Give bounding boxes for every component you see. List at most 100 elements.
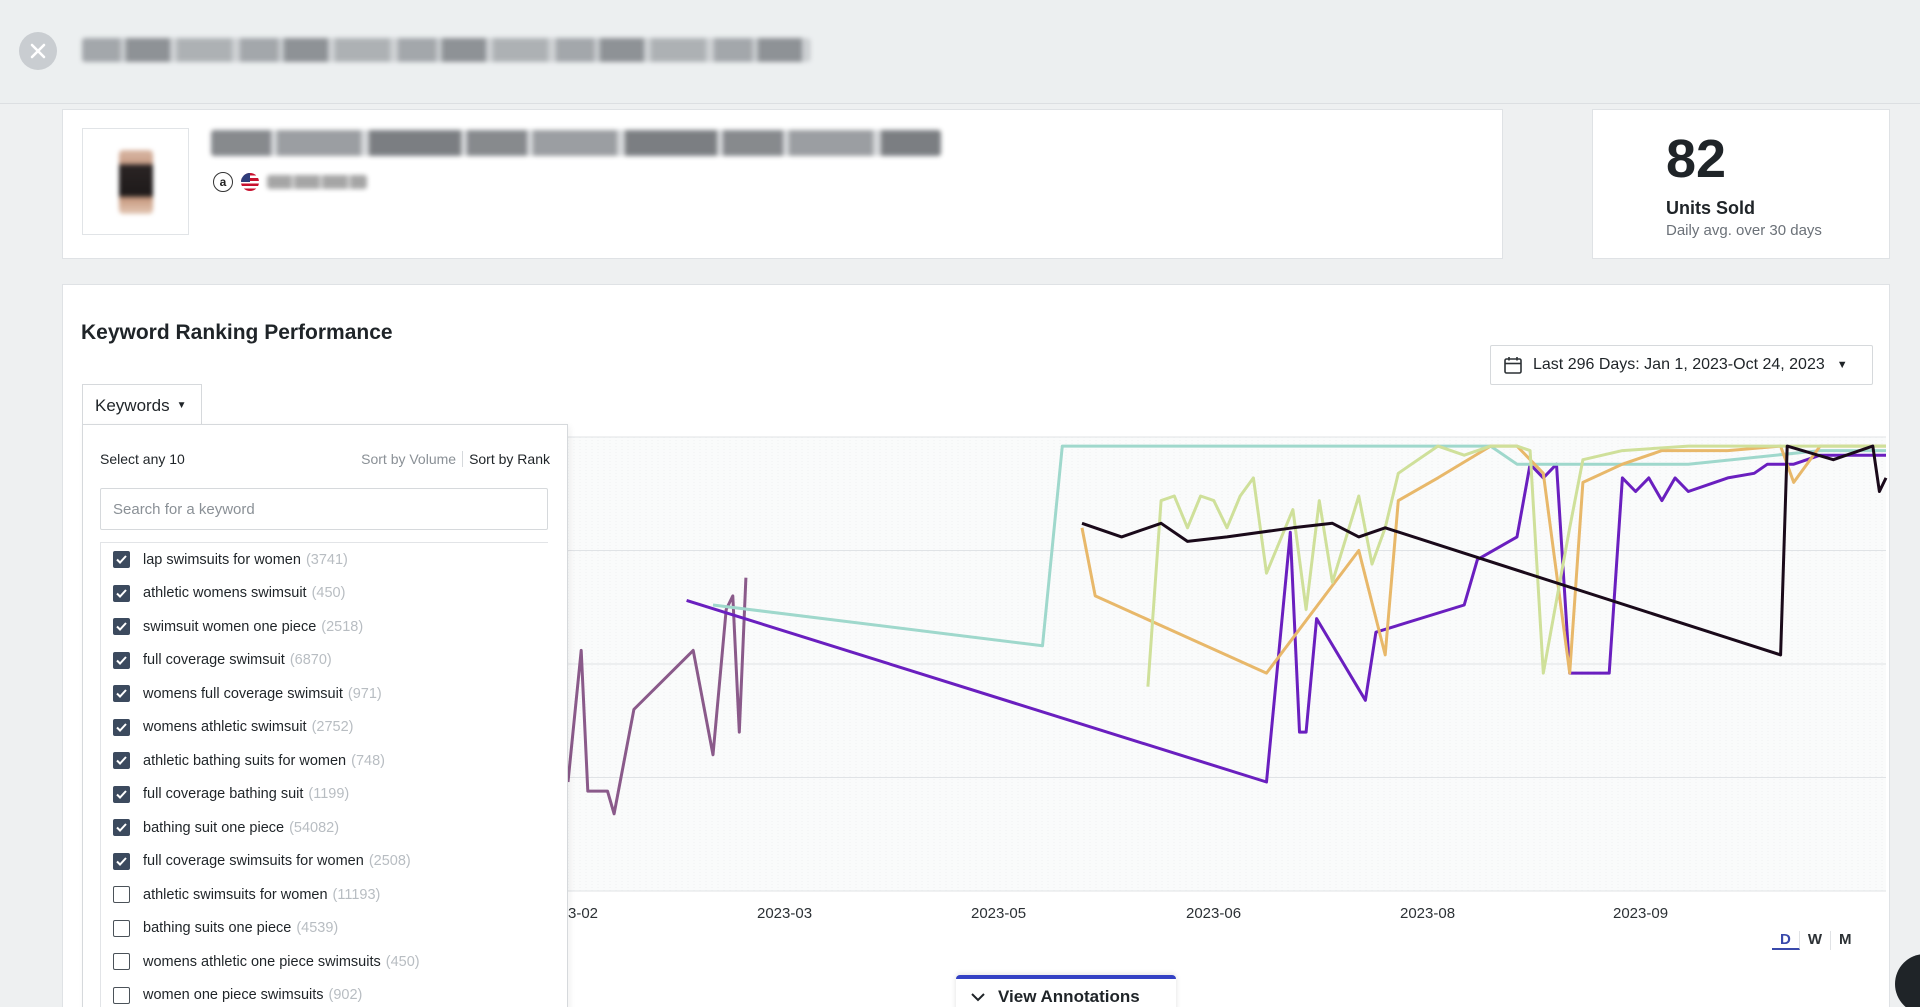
keyword-volume: (450) [311,585,346,602]
keyword-option[interactable]: bathing suits one piece (4539) [101,912,548,946]
x-tick-label: 3-02 [568,905,599,922]
modal-header [0,0,1920,104]
granularity-month[interactable]: M [1839,931,1852,948]
checkbox-checked[interactable] [113,584,130,602]
keyword-option[interactable]: bathing suit one piece (54082) [101,811,548,845]
x-tick-label: 2023-06 [1186,905,1242,922]
keyword-volume: (2508) [368,853,411,870]
sort-by-rank-link[interactable]: Sort by Rank [469,451,550,467]
keyword-option[interactable]: lap swimsuits for women (3741) [101,543,548,577]
series-line [566,577,748,816]
keyword-label: womens athletic one piece swimsuits [143,953,381,970]
checkbox-checked[interactable] [113,819,130,837]
keyword-option[interactable]: womens athletic swimsuit (2752) [101,711,548,745]
checkbox-checked[interactable] [113,618,130,636]
keyword-option[interactable]: women one piece swimsuits (902) [101,979,548,1007]
x-tick-label: 2023-08 [1400,905,1456,922]
keyword-option[interactable]: womens athletic one piece swimsuits (450) [101,945,548,979]
close-button[interactable] [19,32,57,70]
checkbox-checked[interactable] [113,852,130,870]
product-meta: a [213,172,367,192]
help-button[interactable] [1895,954,1920,1007]
product-thumbnail [82,128,189,235]
keyword-option[interactable]: athletic womens swimsuit (450) [101,577,548,611]
check-icon [116,555,127,565]
keyword-label: bathing suit one piece [143,819,285,836]
keyword-label: womens full coverage swimsuit [143,685,343,702]
view-annotations-label: View Annotations [998,987,1140,1006]
keyword-option[interactable]: full coverage swimsuits for women (2508) [101,845,548,879]
series-line [686,453,1886,784]
keyword-option[interactable]: womens full coverage swimsuit (971) [101,677,548,711]
checkbox-checked[interactable] [113,651,130,669]
x-tick-label: 2023-05 [971,905,1027,922]
ranking-chart [566,436,1888,892]
check-icon [116,823,127,833]
checkbox-checked[interactable] [113,718,130,736]
granularity-day[interactable]: D [1772,931,1800,950]
product-card: a [62,109,1503,259]
redacted-product-title [82,38,810,62]
check-icon [116,656,127,665]
units-sold-card: 82 Units Sold Daily avg. over 30 days [1592,109,1890,259]
keywords-button-label: Keywords [95,395,170,415]
x-tick-label: 2023-03 [757,905,813,922]
keyword-label: lap swimsuits for women [143,551,301,568]
units-sold-label: Units Sold [1666,198,1755,218]
keyword-option[interactable]: swimsuit women one piece (2518) [101,610,548,644]
amazon-icon: a [213,172,233,192]
redacted-product-name [211,130,941,156]
caret-down-icon: ▼ [176,400,187,411]
date-range-selector[interactable]: Last 296 Days: Jan 1, 2023-Oct 24, 2023 … [1490,345,1873,385]
checkbox-checked[interactable] [113,752,130,770]
close-icon [30,43,46,59]
us-flag-icon [241,173,259,191]
checkbox-unchecked[interactable] [113,986,130,1004]
keyword-label: swimsuit women one piece [143,618,317,635]
checkbox-unchecked[interactable] [113,886,130,904]
series-line [712,444,1886,648]
units-sold-value: 82 [1666,129,1727,189]
chevron-down-icon [971,993,985,1002]
keyword-volume: (3741) [305,551,348,568]
keyword-option[interactable]: athletic bathing suits for women (748) [101,744,548,778]
chevron-down-icon: ▼ [1836,359,1848,371]
keyword-label: athletic womens swimsuit [143,585,307,602]
calendar-icon [1504,357,1522,374]
checkbox-unchecked[interactable] [113,953,130,971]
keyword-volume: (2518) [321,618,364,635]
granularity-week[interactable]: W [1800,931,1832,950]
keyword-option[interactable]: full coverage swimsuit (6870) [101,644,548,678]
checkbox-unchecked[interactable] [113,919,130,937]
redacted-asin [267,175,367,189]
sort-by-volume-link[interactable]: Sort by Volume [361,451,464,467]
keyword-option[interactable]: athletic swimsuits for women (11193) [101,878,548,912]
units-sold-subtext: Daily avg. over 30 days [1666,222,1822,239]
check-icon [116,857,127,866]
sort-options: Sort by Volume Sort by Rank [361,451,550,467]
checkbox-checked[interactable] [113,685,130,703]
keyword-volume: (748) [351,752,385,769]
series-line [1081,444,1888,657]
check-icon [116,622,127,632]
keyword-label: bathing suits one piece [143,920,292,937]
keyword-list: lap swimsuits for women (3741) athletic wo… [100,542,548,1007]
series-line [1146,444,1886,687]
checkbox-checked[interactable] [113,785,130,803]
checkbox-checked[interactable] [113,551,130,569]
check-icon [116,723,127,732]
keyword-label: full coverage bathing suit [143,786,304,803]
keyword-volume: (902) [328,987,363,1004]
keyword-label: athletic swimsuits for women [143,886,328,903]
keyword-volume: (450) [385,953,420,970]
date-range-label: Last 296 Days: Jan 1, 2023-Oct 24, 2023 [1533,356,1825,373]
view-annotations-button[interactable]: View Annotations [956,975,1176,1007]
keyword-volume: (1199) [308,786,350,803]
keywords-dropdown-button[interactable]: Keywords ▼ [82,384,202,426]
keyword-volume: (6870) [289,652,332,669]
keyword-search-input[interactable] [100,488,548,530]
check-icon [116,790,127,799]
keyword-option[interactable]: full coverage bathing suit (1199) [101,778,548,812]
keyword-volume: (11193) [332,886,381,903]
check-icon [116,756,127,766]
